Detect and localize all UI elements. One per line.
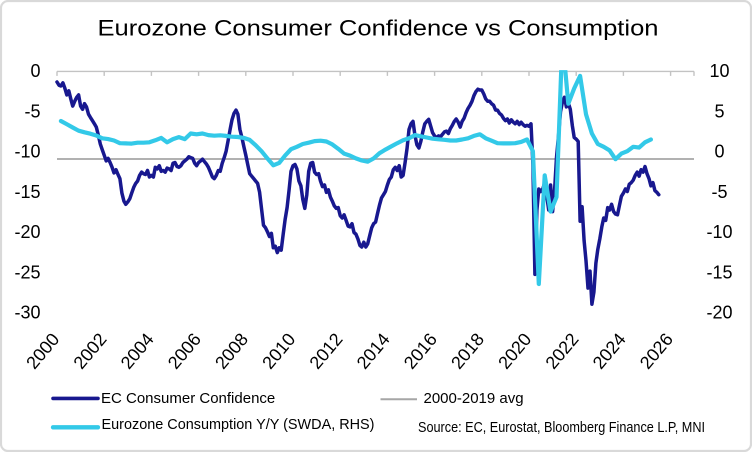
svg-text:-5: -5 bbox=[24, 101, 40, 121]
svg-text:-10: -10 bbox=[706, 222, 732, 242]
svg-text:Eurozone Consumer Confidence v: Eurozone Consumer Confidence vs Consumpt… bbox=[98, 16, 659, 41]
svg-text:-15: -15 bbox=[14, 182, 40, 202]
svg-text:-5: -5 bbox=[711, 182, 727, 202]
svg-text:0: 0 bbox=[714, 142, 724, 162]
svg-text:-20: -20 bbox=[14, 222, 40, 242]
svg-text:2000-2019 avg: 2000-2019 avg bbox=[424, 390, 524, 407]
svg-text:-15: -15 bbox=[706, 262, 732, 282]
svg-text:-30: -30 bbox=[14, 303, 40, 323]
svg-text:10: 10 bbox=[709, 61, 729, 81]
svg-text:-20: -20 bbox=[706, 303, 732, 323]
svg-text:5: 5 bbox=[714, 101, 724, 121]
svg-text:Eurozone Consumption Y/Y (SWDA: Eurozone Consumption Y/Y (SWDA, RHS) bbox=[102, 416, 375, 433]
svg-text:EC Consumer Confidence: EC Consumer Confidence bbox=[101, 390, 275, 407]
svg-text:-10: -10 bbox=[14, 142, 40, 162]
svg-text:Source: EC, Eurostat, Bloomber: Source: EC, Eurostat, Bloomberg Finance … bbox=[418, 419, 705, 436]
svg-text:-25: -25 bbox=[14, 262, 40, 282]
svg-text:0: 0 bbox=[30, 61, 40, 81]
